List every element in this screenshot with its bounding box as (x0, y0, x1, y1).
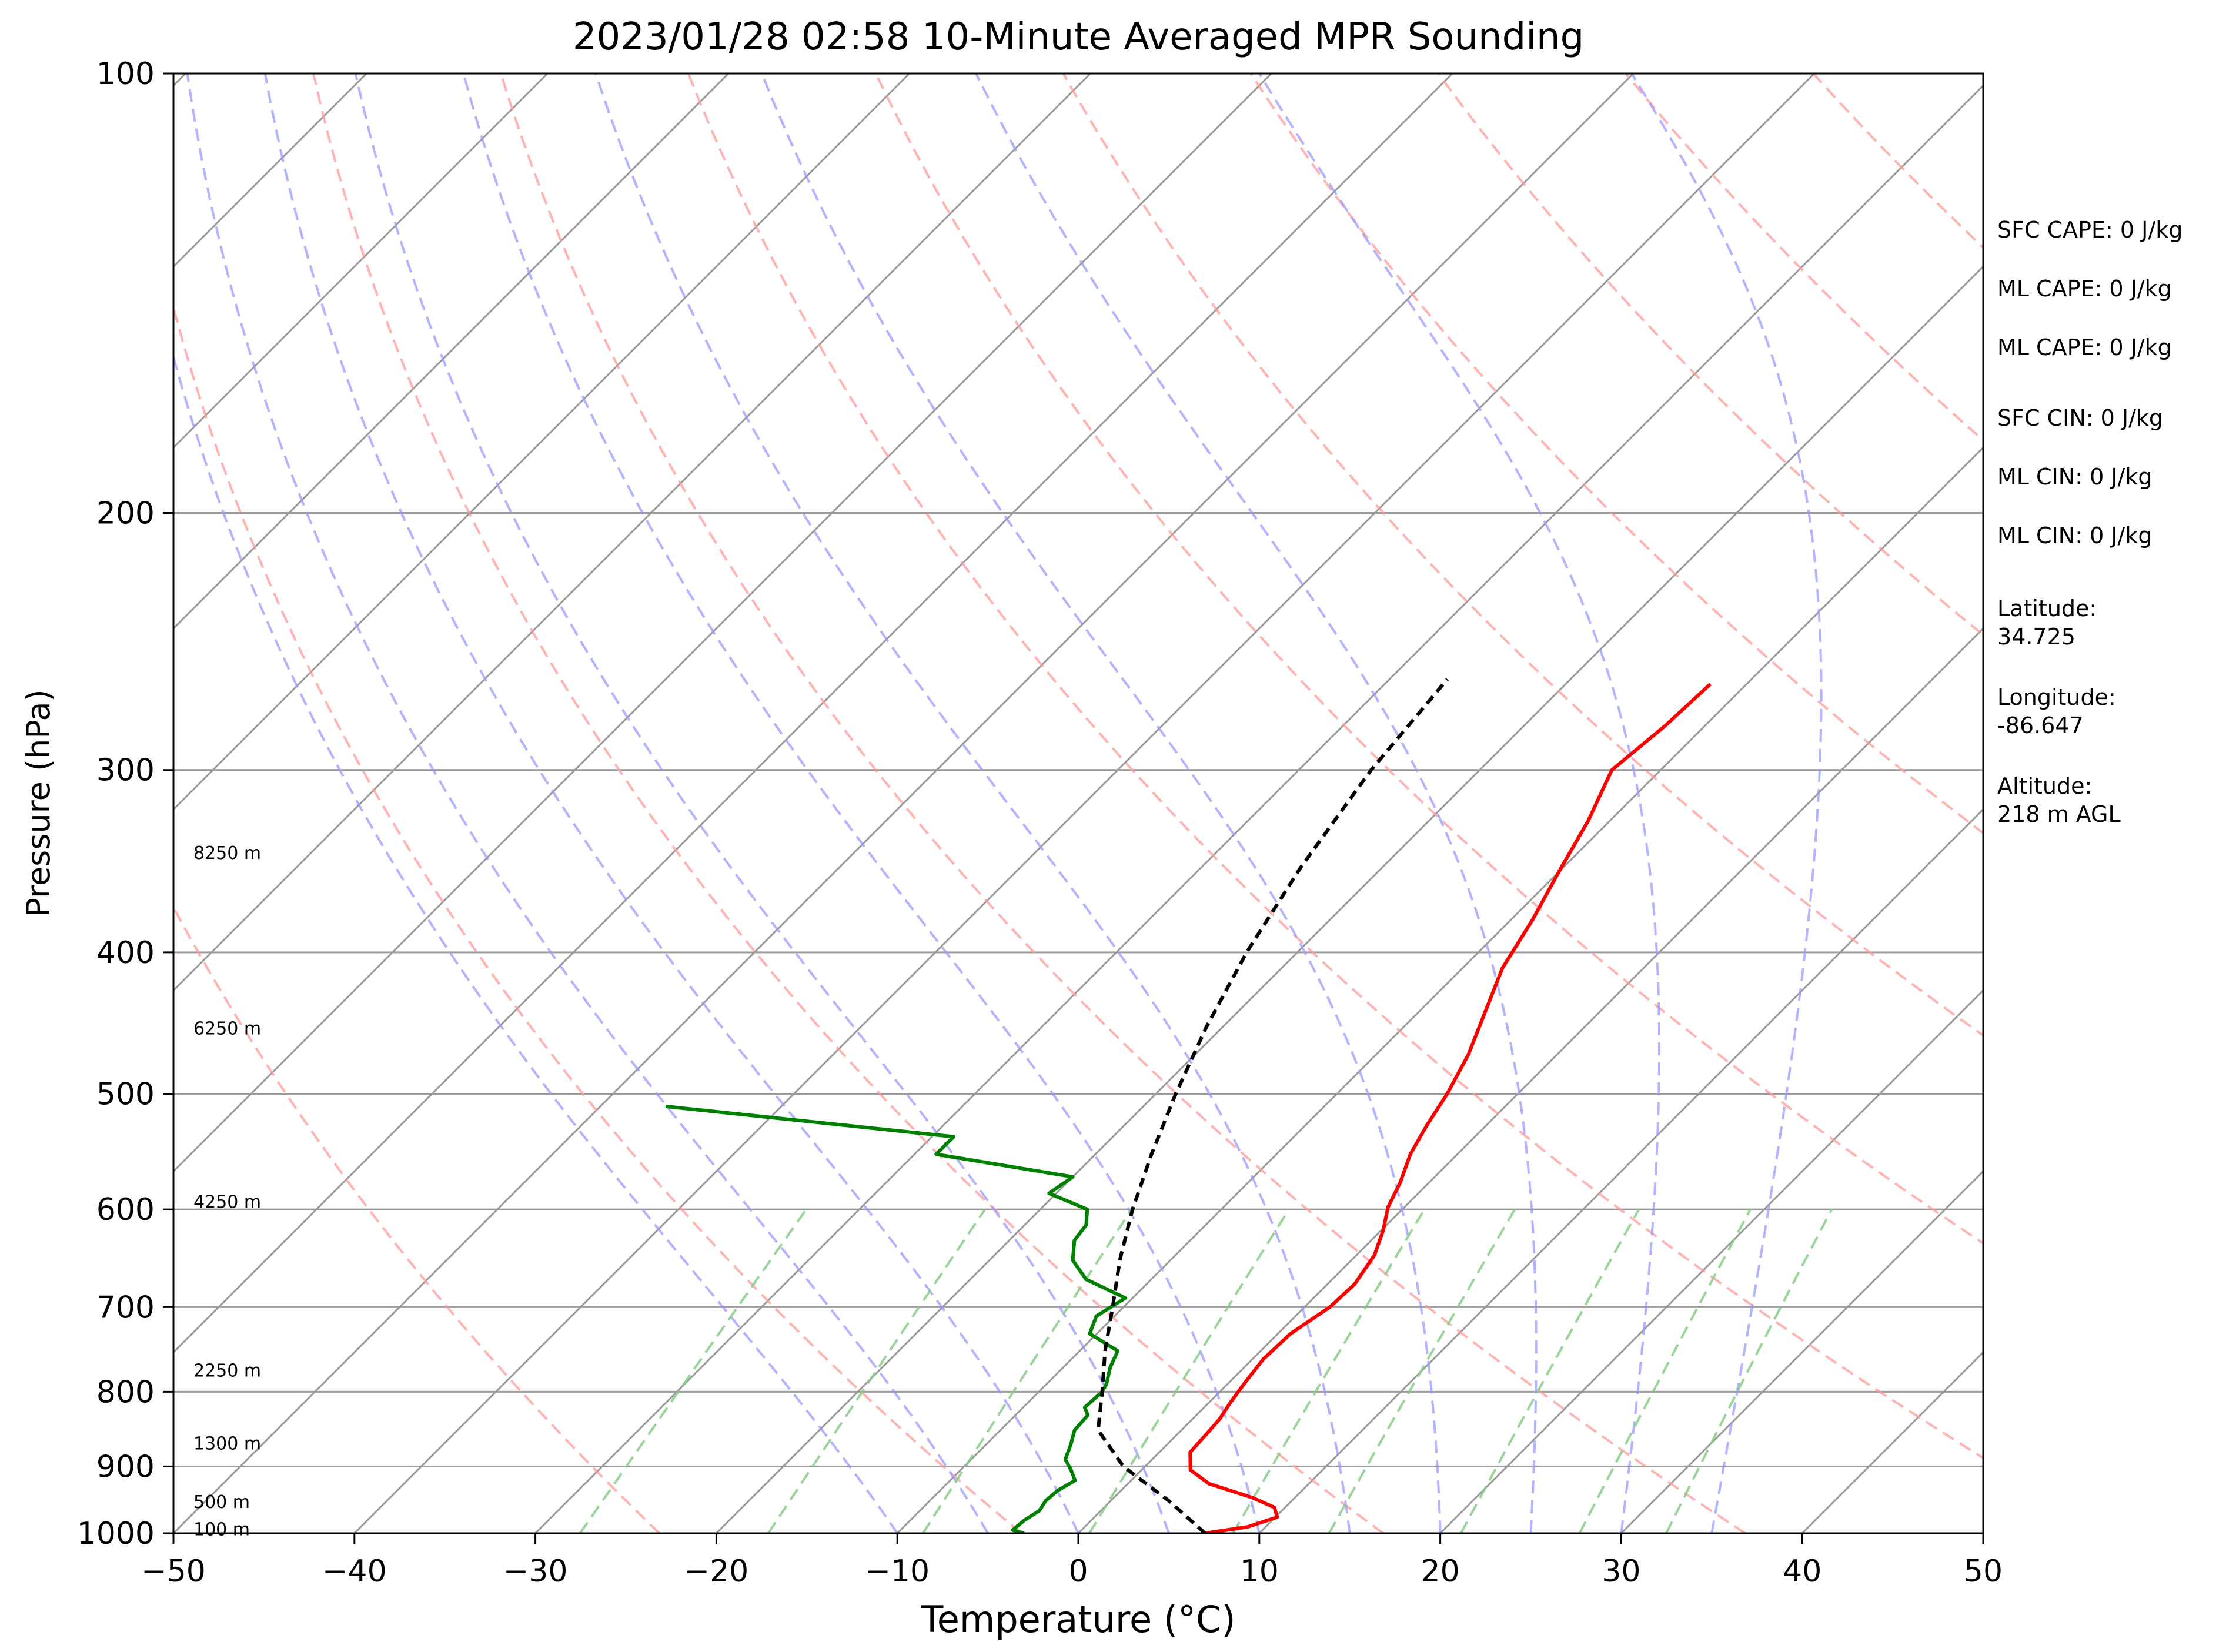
moist-adiabat (1630, 73, 1823, 1533)
y-axis-label: Pressure (hPa) (20, 689, 57, 917)
isotherm-line (534, 84, 1983, 1533)
isobar-lines (173, 73, 1983, 1533)
annotation-text: 218 m AGL (1997, 801, 2121, 827)
dry-adiabat (173, 303, 1022, 1533)
temperature-line (1188, 683, 1712, 1533)
dry-adiabat (874, 73, 1983, 1245)
stats-annotations: SFC CAPE: 0 J/kg ML CAPE: 0 J/kg ML CAPE: … (1997, 217, 2182, 827)
isotherm-line (1439, 989, 1983, 1533)
x-tick-label: −30 (503, 1554, 568, 1589)
height-label: 100 m (193, 1520, 250, 1540)
height-labels: 100 m 500 m 1300 m 2250 m 4250 m 6250 m 8250 m (193, 843, 261, 1540)
moist-adiabat (462, 73, 1261, 1533)
annotation-text: ML CAPE: 0 J/kg (1997, 335, 2172, 360)
annotation-text: ML CIN: 0 J/kg (1997, 523, 2152, 549)
mixing-ratio-line (767, 1208, 986, 1533)
isotherm-line (353, 73, 1815, 1533)
dry-adiabat (1062, 73, 1983, 1037)
isotherm-line (716, 265, 1983, 1533)
x-tick-label: −20 (684, 1554, 749, 1589)
dewpoint-line (665, 1104, 1127, 1533)
y-tick-label: 900 (96, 1449, 155, 1484)
isotherm-line (173, 73, 1091, 992)
isotherm-line (173, 73, 910, 811)
mixing-ratio-line (579, 1208, 807, 1533)
y-tick-label: 600 (96, 1192, 155, 1228)
annotation-text: Latitude: (1997, 596, 2097, 621)
mixing-ratio-line (1665, 1209, 1833, 1533)
isotherm-line (1620, 1170, 1983, 1533)
height-label: 1300 m (193, 1433, 261, 1454)
y-tick-label: 700 (96, 1290, 155, 1325)
isotherm-line (1077, 627, 1983, 1533)
annotation-text: Longitude: (1997, 684, 2116, 710)
x-tick-label: 30 (1602, 1554, 1640, 1589)
y-tick-label: 1000 (77, 1516, 155, 1551)
mixing-ratio-line (1088, 1209, 1290, 1533)
annotation-text: SFC CIN: 0 J/kg (1997, 405, 2163, 431)
isotherm-line (173, 73, 1635, 1533)
x-tick-label: 20 (1421, 1554, 1460, 1589)
moist-adiabat (263, 73, 1079, 1533)
moist-adiabat (173, 352, 898, 1533)
mixing-ratio-lines (579, 1208, 1833, 1533)
height-label: 2250 m (193, 1361, 261, 1382)
mixing-ratio-line (1460, 1209, 1640, 1533)
parcel-line (1096, 678, 1449, 1533)
mixing-ratio-line (1328, 1209, 1516, 1533)
height-label: 4250 m (193, 1192, 261, 1212)
moist-adiabat (354, 73, 1170, 1533)
isotherm-line (173, 73, 1272, 1173)
profile-series (665, 678, 1712, 1533)
x-axis-label: Temperature (°C) (920, 1598, 1235, 1641)
annotation-text: Altitude: (1997, 773, 2092, 799)
y-axis-ticks: 1000 900 800 700 600 500 400 300 200 100 (77, 56, 173, 1551)
height-label: 6250 m (193, 1018, 261, 1039)
y-tick-label: 400 (96, 935, 155, 971)
mixing-ratio-line (922, 1209, 1133, 1533)
x-tick-label: 40 (1783, 1554, 1821, 1589)
x-tick-label: 50 (1964, 1554, 2003, 1589)
height-label: 500 m (193, 1492, 250, 1513)
x-axis-ticks: −50 −40 −30 −20 −10 0 10 20 30 40 50 (141, 1533, 2003, 1589)
annotation-text: ML CAPE: 0 J/kg (1997, 276, 2172, 302)
y-tick-label: 800 (96, 1375, 155, 1410)
chart-title: 2023/01/28 02:58 10-Minute Averaged MPR … (573, 15, 1584, 59)
moist-adiabat (186, 73, 989, 1533)
height-label: 8250 m (193, 843, 261, 864)
y-tick-label: 200 (96, 496, 155, 531)
y-tick-label: 500 (96, 1077, 155, 1112)
isotherm-line (173, 73, 1453, 1354)
y-tick-label: 100 (96, 56, 155, 92)
annotation-text: SFC CAPE: 0 J/kg (1997, 217, 2182, 243)
isotherm-line (897, 446, 1983, 1533)
annotation-text: 34.725 (1997, 624, 2075, 650)
moist-adiabat (975, 73, 1538, 1533)
moist-adiabat (1258, 73, 1661, 1533)
skewed-isotherm-lines (173, 73, 1983, 1533)
moist-adiabat (594, 73, 1351, 1533)
x-tick-label: 0 (1068, 1554, 1088, 1589)
plot-area (173, 73, 1983, 1533)
y-tick-label: 300 (96, 753, 155, 788)
x-tick-label: −40 (322, 1554, 387, 1589)
moist-adiabat-lines (173, 73, 1823, 1533)
isotherm-line (173, 73, 730, 630)
dry-adiabat (499, 73, 1746, 1533)
annotation-text: -86.647 (1997, 713, 2084, 738)
isotherm-line (1258, 808, 1983, 1533)
mixing-ratio-line (1232, 1209, 1426, 1533)
x-tick-label: 10 (1240, 1554, 1279, 1589)
dry-adiabat (173, 905, 660, 1533)
x-tick-label: −10 (865, 1554, 930, 1589)
moist-adiabat (760, 73, 1442, 1533)
x-tick-label: −50 (141, 1554, 206, 1589)
isotherm-line (173, 73, 549, 449)
dry-adiabat (1249, 73, 1983, 835)
mixing-ratio-line (1578, 1209, 1752, 1533)
annotation-text: ML CIN: 0 J/kg (1997, 464, 2152, 490)
